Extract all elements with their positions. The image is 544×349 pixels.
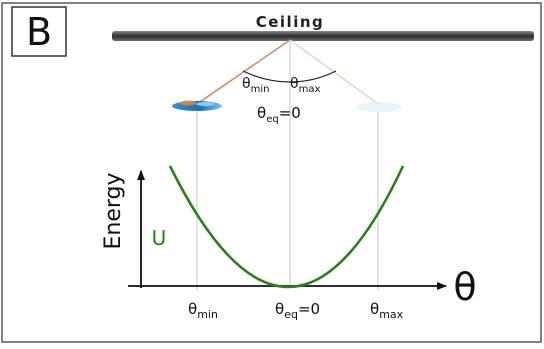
ceiling-label: Ceiling [256,13,325,31]
pendulum-bob-right-ghost [356,102,402,112]
x-axis-label: θ [453,265,476,309]
curve-label-u: U [152,226,167,250]
theta-min-arc [242,70,291,83]
theta-max-label: θmax [290,76,320,95]
y-axis-label: Energy [101,172,126,249]
theta-max-arc [289,70,337,83]
theta-eq-label: θeq=0 [257,104,301,125]
tick-label-theta-max: θmax [370,300,404,321]
panel-label-box [11,6,67,57]
theta-min-label: θmin [242,76,269,95]
pendulum-bob-left [172,100,222,111]
panel-label: B [26,10,52,54]
tick-label-theta-eq: θeq=0 [275,300,320,321]
tick-label-theta-min: θmin [188,300,218,321]
pendulum-string-left [196,39,291,105]
energy-curve [168,165,405,289]
ceiling-bar [112,31,534,41]
